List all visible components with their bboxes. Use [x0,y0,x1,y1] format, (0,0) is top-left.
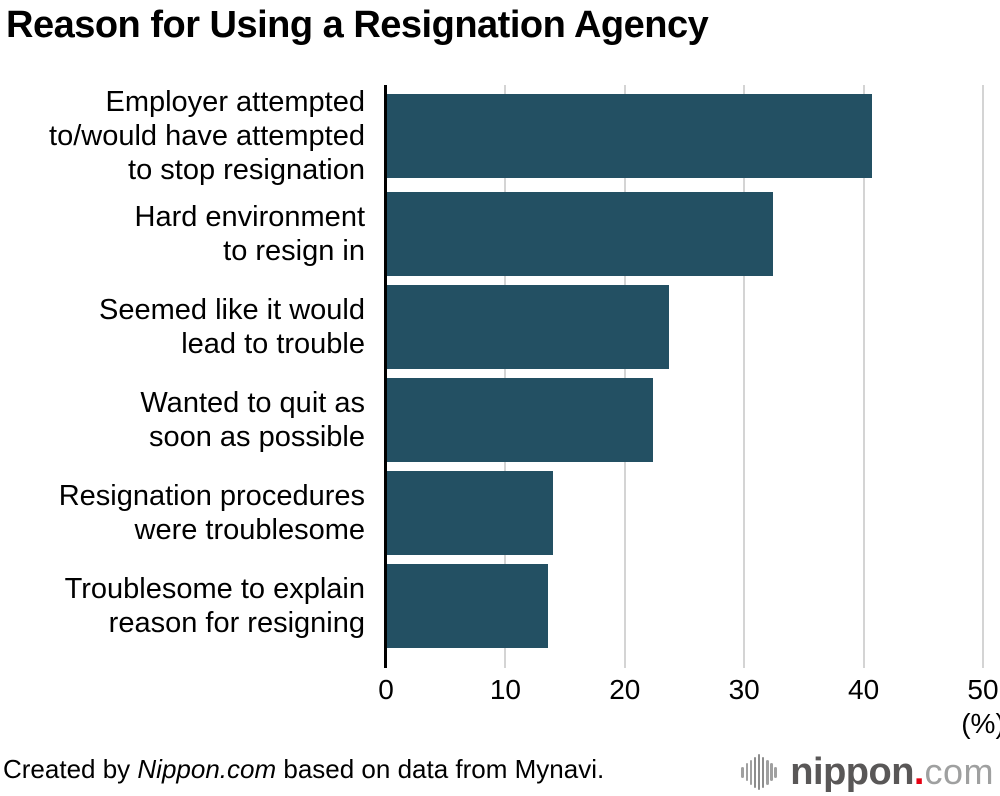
bar [386,191,773,276]
bar-row: Resignation procedures were troublesome [0,467,983,560]
x-tick-label: 50 [967,674,999,705]
plot-area [384,85,984,668]
category-label: Resignation procedures were troublesome [58,480,365,547]
bar [386,94,872,178]
gridline-40 [862,85,865,668]
category-label: Employer attempted to/would have attempt… [49,86,365,186]
gridline-30 [743,85,746,668]
category-label: Seemed like it would lead to trouble [99,293,365,360]
x-tick-label: 20 [609,674,641,705]
logo-word: nippon [790,750,914,793]
bar [386,471,554,556]
x-tick-label: 30 [728,674,760,705]
logo-tld: com [924,751,994,792]
bar-track [386,284,983,369]
bar-row: Wanted to quit as soon as possible [0,373,983,466]
gridline-10 [504,85,507,668]
gridline-20 [623,85,626,668]
bar [386,564,549,649]
gridline-50 [982,85,984,668]
bar-track [386,94,983,178]
bar-row: Hard environment to resign in [0,187,983,280]
bar-track [386,191,983,276]
bar-rows: Employer attempted to/would have attempt… [0,85,983,653]
bar [386,284,669,369]
x-tick-label: 40 [848,674,880,705]
logo-dot: . [913,750,925,793]
footer: Created by Nippon.com based on data from… [0,746,1000,796]
zero-axis-line [384,85,387,668]
credit-suffix: based on data from Mynavi. [276,754,605,784]
credit-source: Nippon.com [137,754,277,784]
category-label: Hard environment to resign in [134,200,366,267]
bar-row: Troublesome to explain reason for resign… [0,560,983,653]
x-tick-label: 0 [378,674,394,705]
bar [386,378,654,462]
nippon-com-logo: nippon. com [741,750,994,794]
bar-row: Seemed like it would lead to trouble [0,280,983,373]
bar-track [386,471,983,556]
bar-track [386,378,983,462]
chart-title: Reason for Using a Resignation Agency [6,4,709,46]
x-axis: 0 10 20 30 40 50 (%) [378,672,1000,748]
soundwave-icon [741,754,778,790]
bar-track [386,564,983,649]
category-label: Troublesome to explain reason for resign… [64,573,365,640]
credit-prefix: Created by [3,754,138,784]
bar-row: Employer attempted to/would have attempt… [0,85,983,187]
credit-text: Created by Nippon.com based on data from… [3,754,604,785]
x-tick-label: 10 [489,674,521,705]
x-axis-unit-label: (%) [961,708,1000,739]
category-label: Wanted to quit as soon as possible [140,387,365,453]
